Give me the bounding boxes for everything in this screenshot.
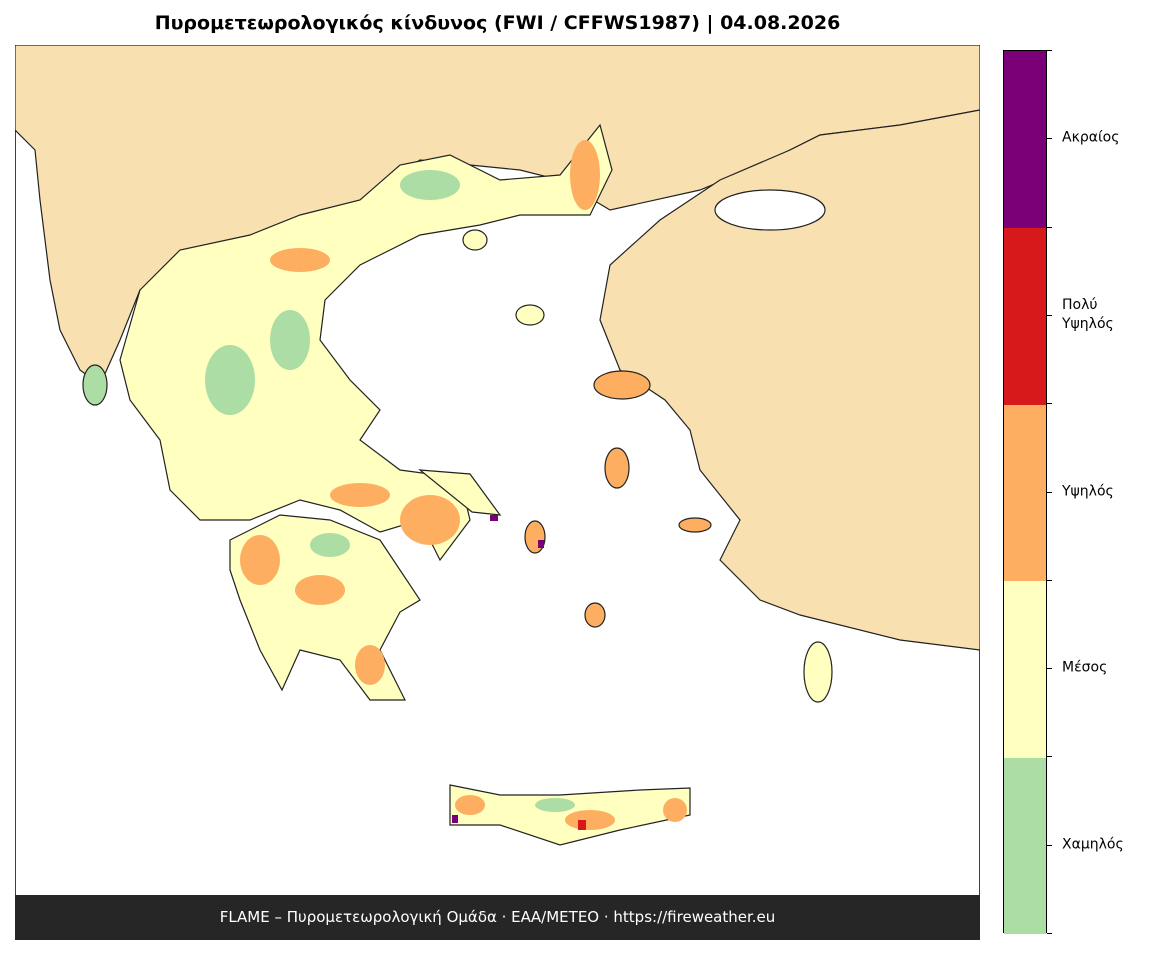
colorbar-label: Υψηλός <box>1062 483 1114 499</box>
colorbar-boundary-tick <box>1047 579 1052 581</box>
corfu <box>82 364 108 406</box>
map-title: Πυρομετεωρολογικός κίνδυνος (FWI / CFFWS… <box>154 12 841 34</box>
thasos <box>462 229 488 251</box>
colorbar-label: Ακραίος <box>1062 129 1120 146</box>
colorbar-segment <box>1004 51 1046 229</box>
colorbar-boundary-tick <box>1047 403 1052 405</box>
rhodes <box>803 641 833 703</box>
lesbos <box>593 370 651 400</box>
footer: FLAME – Πυρομετεωρολογική Ομάδα · ΕΑΑ/ME… <box>15 895 980 940</box>
colorbar-segment <box>1004 404 1046 582</box>
naxos <box>584 602 606 628</box>
colorbar-boundary-tick <box>1047 226 1052 228</box>
colorbar-tick <box>1047 314 1052 316</box>
colorbar-boundary-tick <box>1047 756 1052 758</box>
samos <box>678 517 712 533</box>
colorbar-boundary-tick <box>1047 933 1052 934</box>
marmara <box>714 189 826 231</box>
lemnos <box>515 304 545 326</box>
colorbar <box>1003 50 1047 935</box>
colorbar-boundary-tick <box>1047 50 1052 51</box>
colorbar-tick <box>1047 138 1052 140</box>
colorbar-segment <box>1004 580 1046 758</box>
euboea <box>418 469 502 516</box>
andros <box>524 520 546 554</box>
colorbar-tick <box>1047 844 1052 846</box>
turkey <box>599 109 980 651</box>
colorbar-label: Πολύ Υψηλός <box>1062 296 1114 332</box>
colorbar-segment <box>1004 757 1046 935</box>
colorbar-tick <box>1047 668 1052 670</box>
map <box>15 45 980 940</box>
colorbar-label: Μέσος <box>1062 659 1108 676</box>
chios <box>604 447 630 489</box>
colorbar-tick <box>1047 491 1052 493</box>
mainland <box>119 123 613 562</box>
colorbar-segment <box>1004 227 1046 405</box>
colorbar-label: Χαμηλός <box>1062 836 1124 853</box>
risk-patches <box>205 140 687 830</box>
